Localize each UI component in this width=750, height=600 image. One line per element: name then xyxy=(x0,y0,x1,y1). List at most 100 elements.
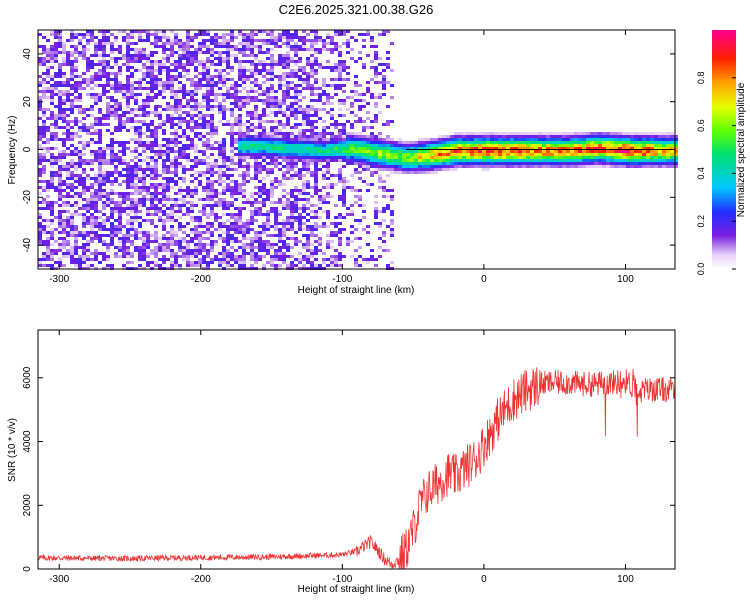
heatmap-cell xyxy=(146,102,150,105)
heatmap-cell xyxy=(182,171,186,174)
heatmap-cell xyxy=(178,210,182,213)
heatmap-cell xyxy=(430,138,434,141)
heatmap-cell xyxy=(430,165,434,168)
heatmap-cell xyxy=(386,207,390,210)
heatmap-cell xyxy=(322,138,326,141)
heatmap-cell xyxy=(98,195,102,198)
heatmap-cell xyxy=(182,45,186,48)
heatmap-cell xyxy=(258,114,262,117)
heatmap-cell xyxy=(290,174,294,177)
heatmap-cell xyxy=(58,186,62,189)
heatmap-cell xyxy=(354,153,358,156)
heatmap-cell xyxy=(74,69,78,72)
heatmap-cell xyxy=(238,117,242,120)
heatmap-cell xyxy=(86,141,90,144)
heatmap-cell xyxy=(338,135,342,138)
heatmap-cell xyxy=(378,246,382,249)
heatmap-cell xyxy=(310,216,314,219)
heatmap-cell xyxy=(274,213,278,216)
heatmap-cell xyxy=(154,162,158,165)
heatmap-cell xyxy=(502,159,506,162)
heatmap-cell xyxy=(158,114,162,117)
heatmap-cell xyxy=(154,225,158,228)
heatmap-cell xyxy=(90,54,94,57)
heatmap-cell xyxy=(246,246,250,249)
heatmap-cell xyxy=(82,213,86,216)
heatmap-cell xyxy=(258,234,262,237)
heatmap-cell xyxy=(342,183,346,186)
heatmap-cell xyxy=(466,156,470,159)
heatmap-cell xyxy=(182,168,186,171)
heatmap-cell xyxy=(326,264,330,267)
heatmap-cell xyxy=(202,60,206,63)
heatmap-cell xyxy=(38,147,42,150)
heatmap-cell xyxy=(82,177,86,180)
heatmap-cell xyxy=(518,141,522,144)
heatmap-cell xyxy=(182,225,186,228)
heatmap-cell xyxy=(390,159,394,162)
heatmap-cell xyxy=(186,153,190,156)
heatmap-cell xyxy=(450,159,454,162)
heatmap-cell xyxy=(570,153,574,156)
heatmap-cell xyxy=(282,66,286,69)
heatmap-cell xyxy=(554,150,558,153)
heatmap-cell xyxy=(546,138,550,141)
heatmap-cell xyxy=(98,177,102,180)
heatmap-cell xyxy=(198,30,202,33)
heatmap-cell xyxy=(370,132,374,135)
heatmap-cell xyxy=(290,75,294,78)
heatmap-cell xyxy=(134,120,138,123)
heatmap-cell xyxy=(194,57,198,60)
heatmap-cell xyxy=(290,150,294,153)
heatmap-cell xyxy=(122,39,126,42)
heatmap-cell xyxy=(226,159,230,162)
heatmap-cell xyxy=(90,63,94,66)
heatmap-cell xyxy=(374,171,378,174)
heatmap-cell xyxy=(290,69,294,72)
heatmap-cell xyxy=(230,156,234,159)
heatmap-cell xyxy=(50,135,54,138)
heatmap-cell xyxy=(74,186,78,189)
heatmap-cell xyxy=(50,45,54,48)
heatmap-cell xyxy=(270,54,274,57)
heatmap-cell xyxy=(218,237,222,240)
heatmap-cell xyxy=(106,39,110,42)
heatmap-cell xyxy=(90,192,94,195)
heatmap-cell xyxy=(306,258,310,261)
heatmap-cell xyxy=(318,195,322,198)
heatmap-cell xyxy=(282,84,286,87)
heatmap-cell xyxy=(398,171,402,174)
heatmap-cell xyxy=(322,84,326,87)
heatmap-cell xyxy=(526,156,530,159)
heatmap-cell xyxy=(306,162,310,165)
heatmap-cell xyxy=(162,258,166,261)
heatmap-cell xyxy=(322,174,326,177)
heatmap-cell xyxy=(138,222,142,225)
heatmap-cell xyxy=(278,123,282,126)
heatmap-cell xyxy=(118,156,122,159)
heatmap-cell xyxy=(234,240,238,243)
heatmap-cell xyxy=(558,162,562,165)
heatmap-cell xyxy=(642,153,646,156)
heatmap-cell xyxy=(338,132,342,135)
heatmap-cell xyxy=(286,198,290,201)
heatmap-cell xyxy=(294,63,298,66)
heatmap-cell xyxy=(150,84,154,87)
heatmap-cell xyxy=(162,36,166,39)
heatmap-cell xyxy=(522,156,526,159)
heatmap-cell xyxy=(138,138,142,141)
heatmap-cell xyxy=(50,228,54,231)
heatmap-cell xyxy=(54,75,58,78)
heatmap-cell xyxy=(394,156,398,159)
heatmap-cell xyxy=(246,153,250,156)
heatmap-cell xyxy=(138,204,142,207)
heatmap-cell xyxy=(166,117,170,120)
heatmap-cell xyxy=(314,165,318,168)
heatmap-cell xyxy=(218,72,222,75)
heatmap-cell xyxy=(202,63,206,66)
heatmap-cell xyxy=(234,258,238,261)
heatmap-cell xyxy=(142,78,146,81)
heatmap-cell xyxy=(66,147,70,150)
heatmap-cell xyxy=(342,165,346,168)
heatmap-cell xyxy=(250,114,254,117)
